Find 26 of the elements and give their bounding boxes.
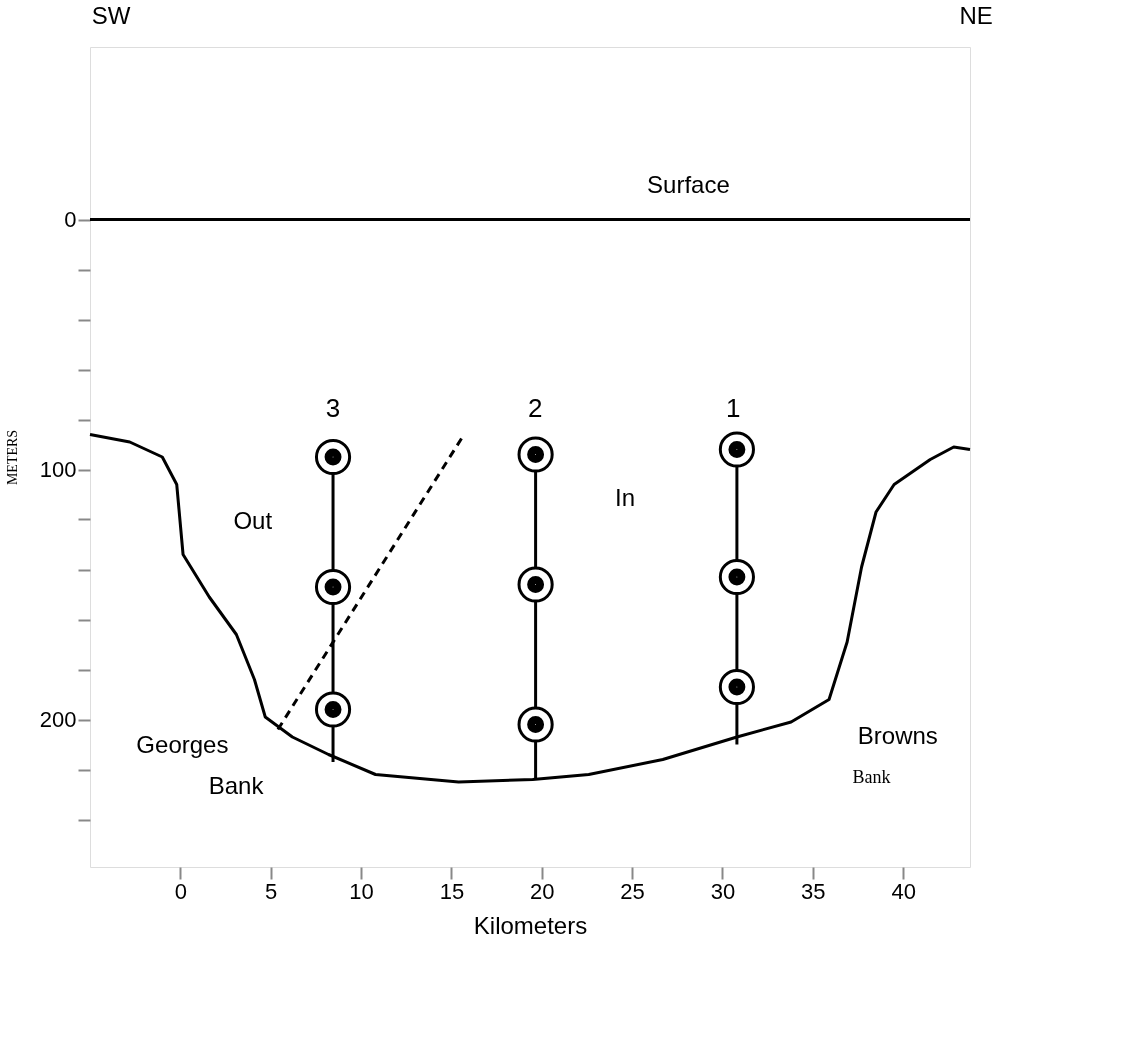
x-tick-label: 35: [801, 878, 826, 904]
y-tick-label: 200: [39, 707, 77, 732]
annotation: 3: [325, 393, 341, 424]
x-tick-label: 40: [891, 878, 916, 904]
annotation: Bank: [852, 767, 891, 788]
series-label: Surface: [647, 170, 730, 198]
text: NE: [959, 2, 993, 30]
y-tick-label: 0: [64, 207, 77, 232]
annotation: In: [615, 483, 636, 511]
annotation: Bank: [208, 772, 265, 800]
annotation: 1: [726, 393, 741, 424]
annotation: 2: [528, 393, 543, 424]
x-tick-label: 25: [620, 878, 645, 904]
y-tick-label: 100: [39, 457, 77, 482]
x-axis-title: Kilometers: [473, 911, 588, 939]
annotation: Georges: [136, 730, 229, 758]
text: SW: [91, 2, 131, 30]
x-tick-label: 15: [439, 878, 465, 904]
y-axis-title: METERS: [4, 429, 20, 486]
x-tick-label: 20: [530, 878, 555, 904]
annotation: Out: [233, 506, 273, 534]
x-tick-label: 10: [349, 878, 374, 904]
x-tick-label: 30: [710, 878, 736, 904]
x-tick-label: 0: [174, 878, 187, 904]
x-tick-label: 5: [265, 878, 278, 904]
annotation: Browns: [857, 721, 938, 749]
